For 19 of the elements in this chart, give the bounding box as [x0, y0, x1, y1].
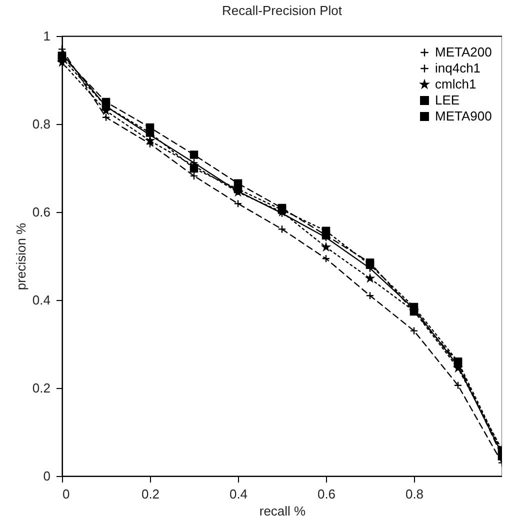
y-tick-label: 1: [43, 28, 50, 44]
x-axis-title: recall %: [259, 504, 306, 518]
x-tick-label: 0.2: [141, 486, 160, 502]
x-tick-label: 0.8: [405, 486, 424, 502]
legend-label: cmlch1: [435, 76, 476, 92]
y-tick-label: 0.4: [32, 292, 50, 308]
y-axis-title: precision %: [13, 222, 28, 290]
y-tick-label: 0: [43, 468, 50, 484]
y-tick-label: 0.8: [32, 116, 50, 132]
x-tick-label: 0.6: [317, 486, 336, 502]
legend-label: META200: [435, 44, 492, 60]
chart-title: Recall-Precision Plot: [222, 3, 342, 18]
legend-label: META900: [435, 108, 492, 124]
legend-label: LEE: [435, 92, 460, 108]
x-tick-label: 0: [62, 486, 70, 502]
y-tick-label: 0.6: [32, 204, 50, 220]
y-tick-label: 0.2: [32, 380, 50, 396]
legend-label: inq4ch1: [435, 60, 481, 76]
x-tick-label: 0.4: [229, 486, 248, 502]
